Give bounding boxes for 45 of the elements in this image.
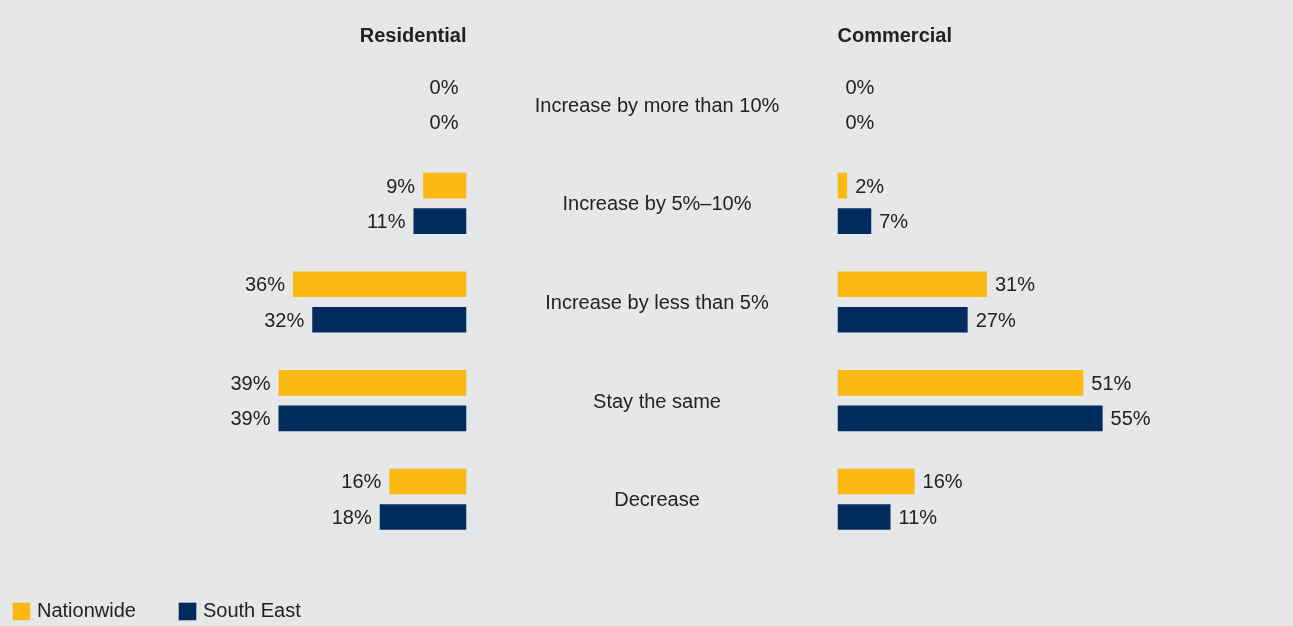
bar <box>312 306 467 333</box>
data-label: 39% <box>230 407 271 430</box>
data-label: 16% <box>341 470 382 493</box>
data-label: 11% <box>898 505 938 528</box>
bar <box>837 271 987 298</box>
data-label: 51% <box>1091 371 1132 394</box>
bar <box>837 306 968 333</box>
y-tick-label: Increase by more than 10% <box>534 93 780 116</box>
bar <box>837 504 891 530</box>
bar <box>389 468 467 495</box>
legend-label: South East <box>202 599 301 622</box>
bar <box>837 172 848 199</box>
data-label: 32% <box>264 308 305 331</box>
data-label: 55% <box>1110 407 1151 430</box>
bar <box>413 208 467 234</box>
data-label: 11% <box>366 210 406 233</box>
bar <box>837 208 872 234</box>
data-label: 27% <box>975 308 1016 331</box>
bar <box>278 405 467 432</box>
data-label: 16% <box>922 470 963 493</box>
bar <box>278 370 467 396</box>
chart-title: Residential <box>359 23 467 46</box>
data-label: 7% <box>879 210 909 233</box>
data-label: 39% <box>230 371 271 394</box>
bar <box>837 405 1103 432</box>
data-label: 0% <box>845 111 875 134</box>
data-label: 31% <box>994 273 1036 296</box>
data-label: 2% <box>855 174 885 197</box>
y-tick-label: Decrease <box>614 488 700 511</box>
bar <box>837 468 915 495</box>
legend-label: Nationwide <box>37 599 136 622</box>
data-label: 9% <box>386 174 416 197</box>
y-tick-label: Increase by 5%–10% <box>562 192 752 215</box>
bar <box>837 370 1084 396</box>
data-label: 0% <box>429 75 459 98</box>
bar <box>292 271 467 298</box>
y-tick-label: Stay the same <box>593 389 721 412</box>
data-label: 0% <box>845 75 875 98</box>
bar <box>423 172 467 199</box>
y-tick-label: Increase by less than 5% <box>545 290 769 313</box>
data-label: 18% <box>331 505 372 528</box>
data-label: 36% <box>244 273 286 296</box>
chart-title: Commercial <box>837 23 952 46</box>
data-label: 0% <box>429 111 459 134</box>
bar <box>379 504 467 530</box>
